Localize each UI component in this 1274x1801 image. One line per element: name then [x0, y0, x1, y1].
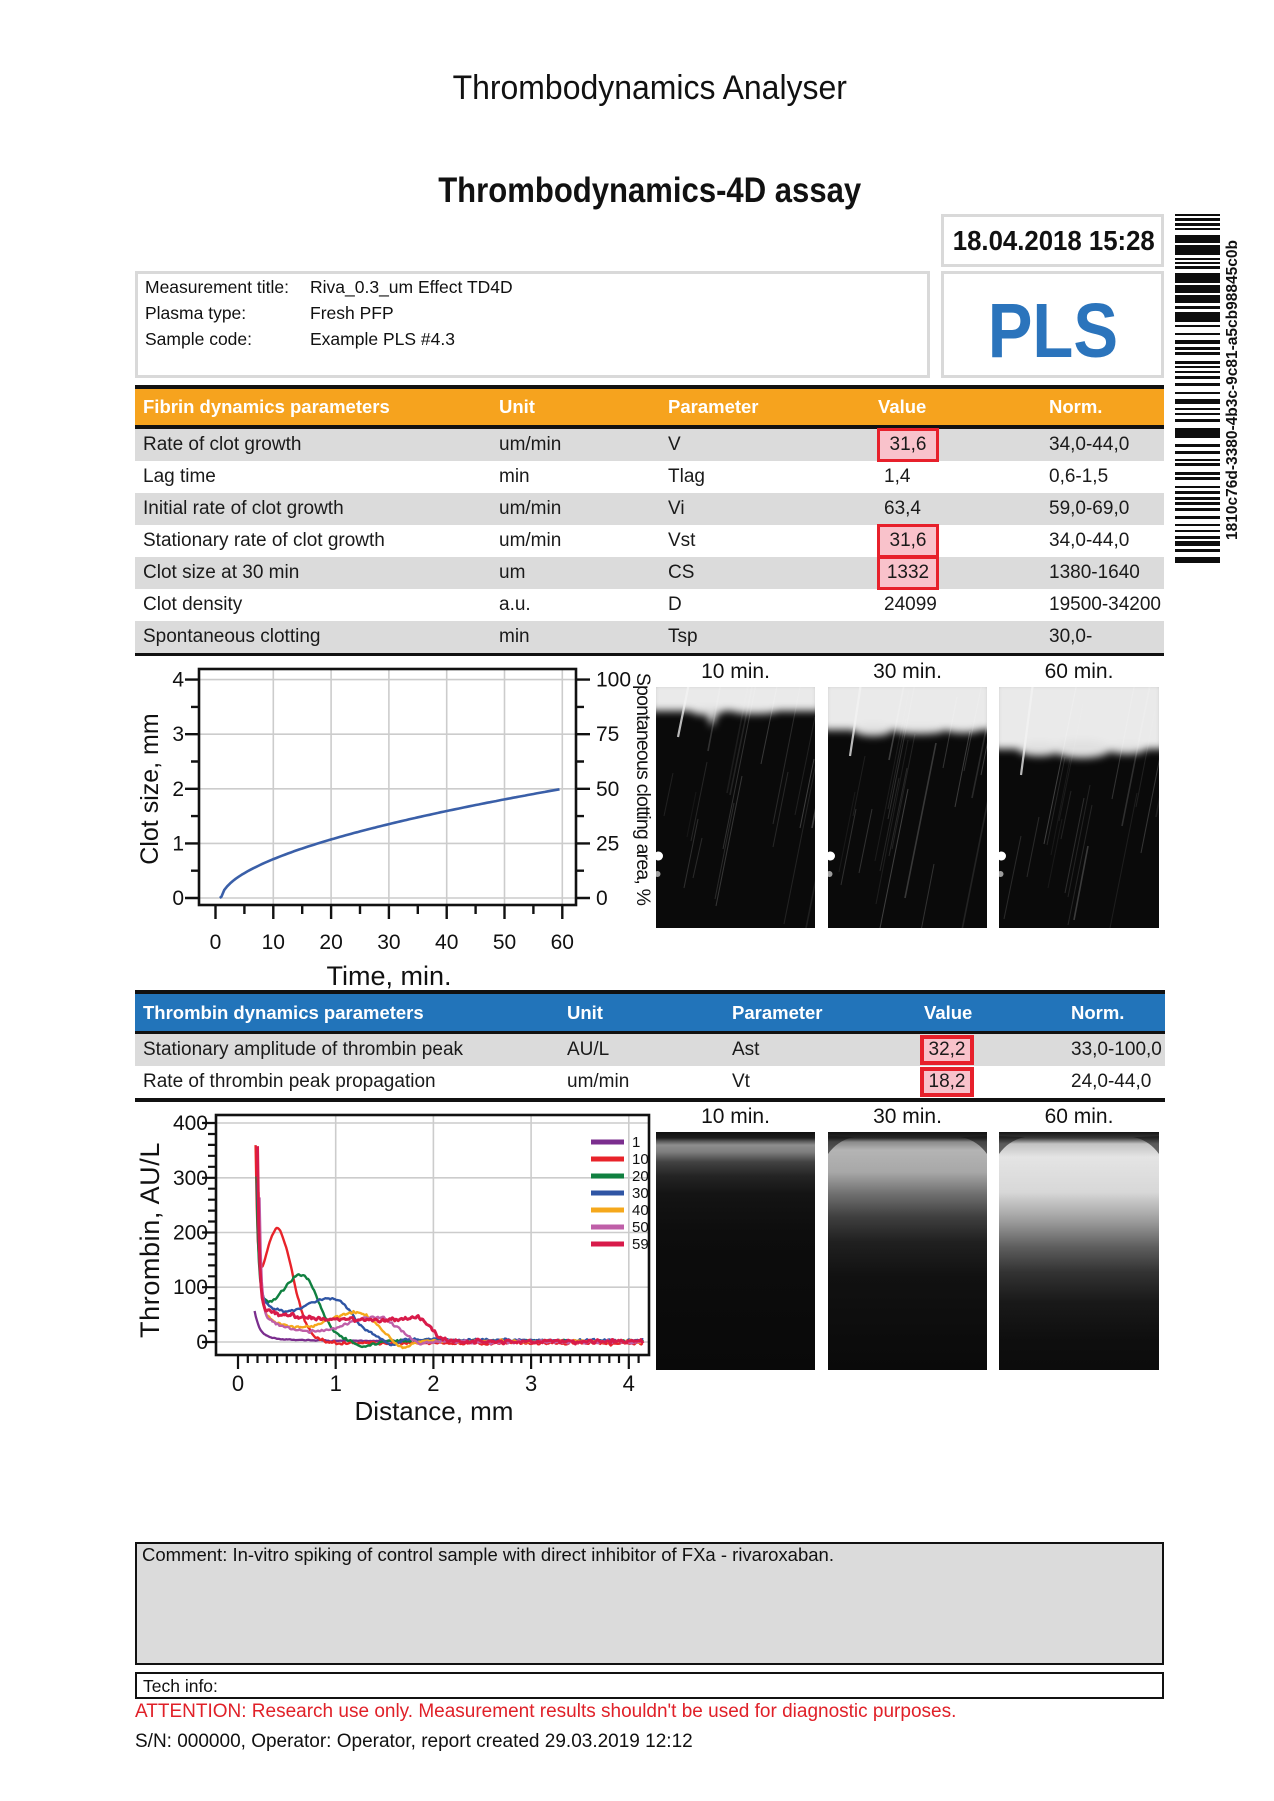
svg-text:Spontaneous clotting area, %: Spontaneous clotting area, % [632, 673, 654, 906]
svg-text:30: 30 [632, 1185, 649, 1202]
svg-text:20: 20 [319, 931, 342, 954]
svg-text:2: 2 [172, 778, 184, 801]
svg-text:200: 200 [173, 1222, 208, 1245]
svg-text:4: 4 [172, 669, 184, 692]
svg-text:0: 0 [596, 887, 608, 910]
svg-text:3: 3 [525, 1371, 537, 1396]
svg-text:4: 4 [623, 1371, 635, 1396]
svg-text:1: 1 [172, 832, 184, 855]
svg-text:10: 10 [262, 931, 285, 954]
svg-text:0: 0 [210, 931, 222, 954]
svg-text:30: 30 [377, 931, 400, 954]
svg-text:50: 50 [632, 1219, 649, 1236]
svg-text:50: 50 [493, 931, 516, 954]
svg-text:Distance, mm: Distance, mm [355, 1396, 514, 1426]
svg-text:100: 100 [596, 669, 631, 692]
svg-text:Clot size, mm: Clot size, mm [136, 713, 164, 864]
svg-text:0: 0 [172, 887, 184, 910]
svg-text:50: 50 [596, 778, 619, 801]
svg-text:75: 75 [596, 723, 619, 746]
svg-text:25: 25 [596, 832, 619, 855]
svg-text:300: 300 [173, 1167, 208, 1190]
svg-text:40: 40 [632, 1202, 649, 1219]
svg-text:10: 10 [632, 1151, 649, 1168]
svg-text:100: 100 [173, 1276, 208, 1299]
svg-text:20: 20 [632, 1168, 649, 1185]
svg-text:3: 3 [172, 723, 184, 746]
svg-text:Time, min.: Time, min. [326, 961, 451, 991]
svg-text:Thrombin, AU/L: Thrombin, AU/L [135, 1142, 165, 1338]
svg-text:1: 1 [632, 1134, 640, 1151]
svg-text:59: 59 [632, 1236, 649, 1253]
svg-text:40: 40 [435, 931, 458, 954]
svg-text:0: 0 [232, 1371, 244, 1396]
svg-text:2: 2 [427, 1371, 439, 1396]
svg-text:1: 1 [330, 1371, 342, 1396]
svg-text:0: 0 [196, 1331, 208, 1354]
svg-text:400: 400 [173, 1112, 208, 1135]
svg-text:60: 60 [551, 931, 574, 954]
